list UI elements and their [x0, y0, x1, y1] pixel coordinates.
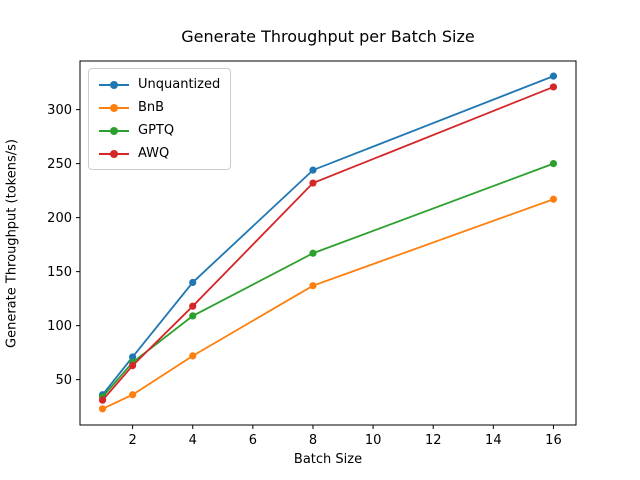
- y-tick-label: 200: [47, 211, 72, 226]
- legend: Unquantized BnB GPTQ AWQ: [88, 68, 232, 170]
- legend-item-bnb: BnB: [97, 98, 220, 117]
- x-axis-label: Batch Size: [293, 452, 363, 467]
- legend-swatch-awq: [99, 149, 129, 158]
- x-tick-label: 16: [545, 433, 562, 448]
- legend-swatch-bnb: [99, 103, 129, 112]
- data-point-gptq: [309, 249, 317, 257]
- data-point-unquantized: [309, 166, 317, 174]
- y-tick-label: 50: [55, 373, 72, 388]
- series-line-bnb: [102, 198, 554, 410]
- data-point-awq: [98, 396, 107, 404]
- legend-item-awq: AWQ: [97, 144, 220, 163]
- legend-label-awq: AWQ: [138, 146, 170, 161]
- x-tick-label: 12: [425, 433, 442, 448]
- data-point-bnb: [309, 282, 317, 290]
- data-point-awq: [189, 302, 197, 310]
- data-point-bnb: [98, 405, 107, 413]
- legend-item-unquantized: Unquantized: [97, 75, 220, 94]
- legend-marker-icon: [110, 126, 118, 135]
- chart-title: Generate Throughput per Batch Size: [181, 27, 475, 46]
- x-tick-label: 10: [365, 433, 382, 448]
- legend-label-gptq: GPTQ: [138, 123, 175, 138]
- data-point-unquantized: [189, 278, 197, 287]
- legend-swatch-unquantized: [99, 80, 129, 89]
- x-tick-label: 8: [309, 433, 317, 448]
- legend-label-unquantized: Unquantized: [138, 77, 221, 92]
- data-point-gptq: [549, 160, 558, 168]
- data-point-unquantized: [129, 353, 137, 361]
- x-tick-label: 4: [189, 433, 197, 448]
- data-point-bnb: [549, 195, 558, 203]
- x-tick-label: 14: [485, 433, 502, 448]
- legend-marker-icon: [110, 80, 118, 89]
- data-point-awq: [129, 361, 137, 370]
- y-tick-label: 100: [47, 319, 72, 334]
- legend-swatch-gptq: [99, 126, 129, 135]
- data-point-bnb: [189, 352, 197, 360]
- legend-item-gptq: GPTQ: [97, 121, 220, 140]
- x-tick-label: 6: [249, 433, 257, 448]
- data-point-awq: [309, 179, 317, 187]
- plot-border: [79, 60, 577, 426]
- y-tick-label: 250: [47, 157, 72, 172]
- legend-label-bnb: BnB: [138, 100, 165, 115]
- data-point-unquantized: [549, 72, 558, 80]
- legend-marker-icon: [110, 149, 118, 158]
- data-point-awq: [549, 83, 558, 91]
- y-tick-label: 300: [47, 103, 72, 118]
- legend-marker-icon: [110, 103, 118, 112]
- data-point-bnb: [129, 391, 137, 399]
- data-point-gptq: [189, 312, 197, 320]
- x-tick-label: 2: [128, 433, 136, 448]
- y-tick-label: 150: [47, 265, 72, 280]
- y-axis-label: Generate Throughput (tokens/s): [4, 139, 20, 348]
